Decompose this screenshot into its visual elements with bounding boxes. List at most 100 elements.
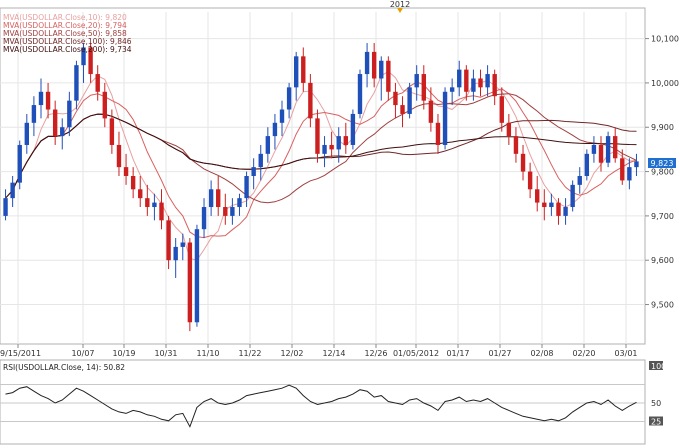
candle-body — [612, 136, 618, 159]
candle-body — [286, 87, 292, 110]
candle-body — [407, 87, 412, 114]
x-tick-label: 01/17 — [446, 349, 469, 358]
candle-body — [620, 158, 625, 181]
candle-body — [60, 127, 65, 137]
candle-body — [357, 74, 363, 114]
candle-body — [371, 51, 377, 79]
legend-entry: MVA(USDOLLAR.Close,200): 9,734 — [3, 45, 132, 54]
year-marker: 2012 — [390, 0, 410, 9]
y-tick-label: 9,700 — [651, 212, 674, 221]
candle-body — [542, 202, 547, 208]
candle-body — [556, 202, 561, 216]
candle-body — [584, 153, 590, 176]
x-tick-label: 01/05/2012 — [393, 349, 439, 358]
candle-body — [364, 51, 370, 75]
candle-body — [329, 144, 334, 150]
x-tick-label: 11/22 — [238, 349, 261, 358]
candle-body — [336, 136, 341, 150]
x-tick-label: 10/07 — [71, 349, 94, 358]
candle-body — [45, 91, 51, 110]
candle-body — [194, 229, 200, 323]
y-tick-label: 9,600 — [651, 256, 674, 265]
candle-body — [598, 144, 604, 163]
last-value-badge — [648, 158, 676, 168]
candle-body — [230, 207, 235, 216]
candle-body — [513, 136, 519, 154]
candle-body — [251, 167, 256, 176]
candle-body — [485, 74, 490, 88]
candle-body — [457, 69, 462, 88]
candle-body — [322, 144, 327, 154]
candle-body — [187, 242, 193, 323]
candle-body — [499, 96, 504, 123]
y-tick-label: 9,800 — [651, 168, 674, 177]
x-tick-label: 11/10 — [196, 349, 219, 358]
x-tick-label: 12/02 — [280, 349, 303, 358]
legend-entry: MVA(USDOLLAR.Close,100): 9,846 — [3, 37, 132, 46]
candle-body — [535, 189, 540, 203]
candle-body — [570, 184, 575, 208]
candle-body — [379, 60, 384, 79]
candle-body — [138, 189, 143, 199]
candle-body — [74, 65, 79, 101]
ma-line — [5, 113, 637, 199]
candle-body — [159, 202, 164, 221]
candle-body — [428, 100, 434, 123]
ma-line — [5, 70, 637, 261]
candle-body — [38, 91, 44, 106]
rsi-line — [5, 384, 637, 428]
candle-body — [442, 91, 448, 145]
x-tick-label: 10/31 — [154, 349, 177, 358]
rsi-panel-frame — [0, 359, 646, 445]
candle-body — [478, 78, 483, 88]
candle-body — [634, 161, 639, 168]
candle-body — [81, 47, 86, 66]
candle-body — [24, 122, 30, 145]
candle-body — [605, 136, 611, 163]
candle-body — [52, 109, 58, 137]
candle-body — [400, 105, 405, 114]
candle-body — [244, 176, 249, 199]
candle-body — [10, 182, 15, 199]
candle-body — [492, 74, 497, 97]
legend-entry: MVA(USDOLLAR.Close,20): 9,794 — [3, 21, 127, 30]
candle-body — [95, 74, 100, 92]
x-tick-label: 09/15/2011 — [0, 349, 41, 358]
candle-body — [577, 176, 582, 185]
candle-body — [279, 109, 285, 123]
candle-body — [102, 91, 107, 119]
x-tick-label: 02/20 — [572, 349, 595, 358]
candle-body — [350, 113, 356, 145]
candle-body — [109, 118, 115, 145]
candle-body — [130, 176, 136, 190]
y-tick-label: 9,500 — [651, 301, 674, 310]
candle-body — [152, 202, 157, 208]
candle-body — [293, 56, 299, 88]
rsi-tick-badge — [649, 416, 663, 426]
candle-body — [386, 60, 391, 92]
candle-body — [527, 171, 533, 190]
candle-body — [180, 242, 185, 247]
candle-body — [265, 136, 271, 154]
candle-body — [449, 87, 455, 92]
year-marker-arrow-icon — [397, 8, 403, 13]
candle-body — [563, 207, 568, 216]
candle-body — [123, 167, 129, 176]
rsi-tick-label: 100 — [651, 362, 666, 371]
x-tick-label: 12/14 — [322, 349, 345, 358]
last-value-label: 9,823 — [651, 159, 674, 168]
candle-body — [627, 167, 632, 181]
x-tick-label: 01/27 — [488, 349, 511, 358]
candle-body — [166, 220, 171, 261]
candle-body — [421, 74, 426, 101]
candle-body — [67, 100, 72, 128]
candle-body — [393, 91, 398, 106]
candle-body — [272, 122, 278, 137]
y-tick-label: 10,000 — [651, 79, 679, 88]
rsi-title: RSI(USDOLLAR.Close, 14): 50.82 — [3, 363, 125, 372]
legend-entry: MVA(USDOLLAR.Close,50): 9,858 — [3, 29, 127, 38]
x-tick-label: 10/19 — [112, 349, 135, 358]
legend-entry: MVA(USDOLLAR.Close,10): 9,820 — [3, 13, 127, 22]
candle-body — [506, 122, 512, 137]
x-tick-label: 02/08 — [530, 349, 553, 358]
